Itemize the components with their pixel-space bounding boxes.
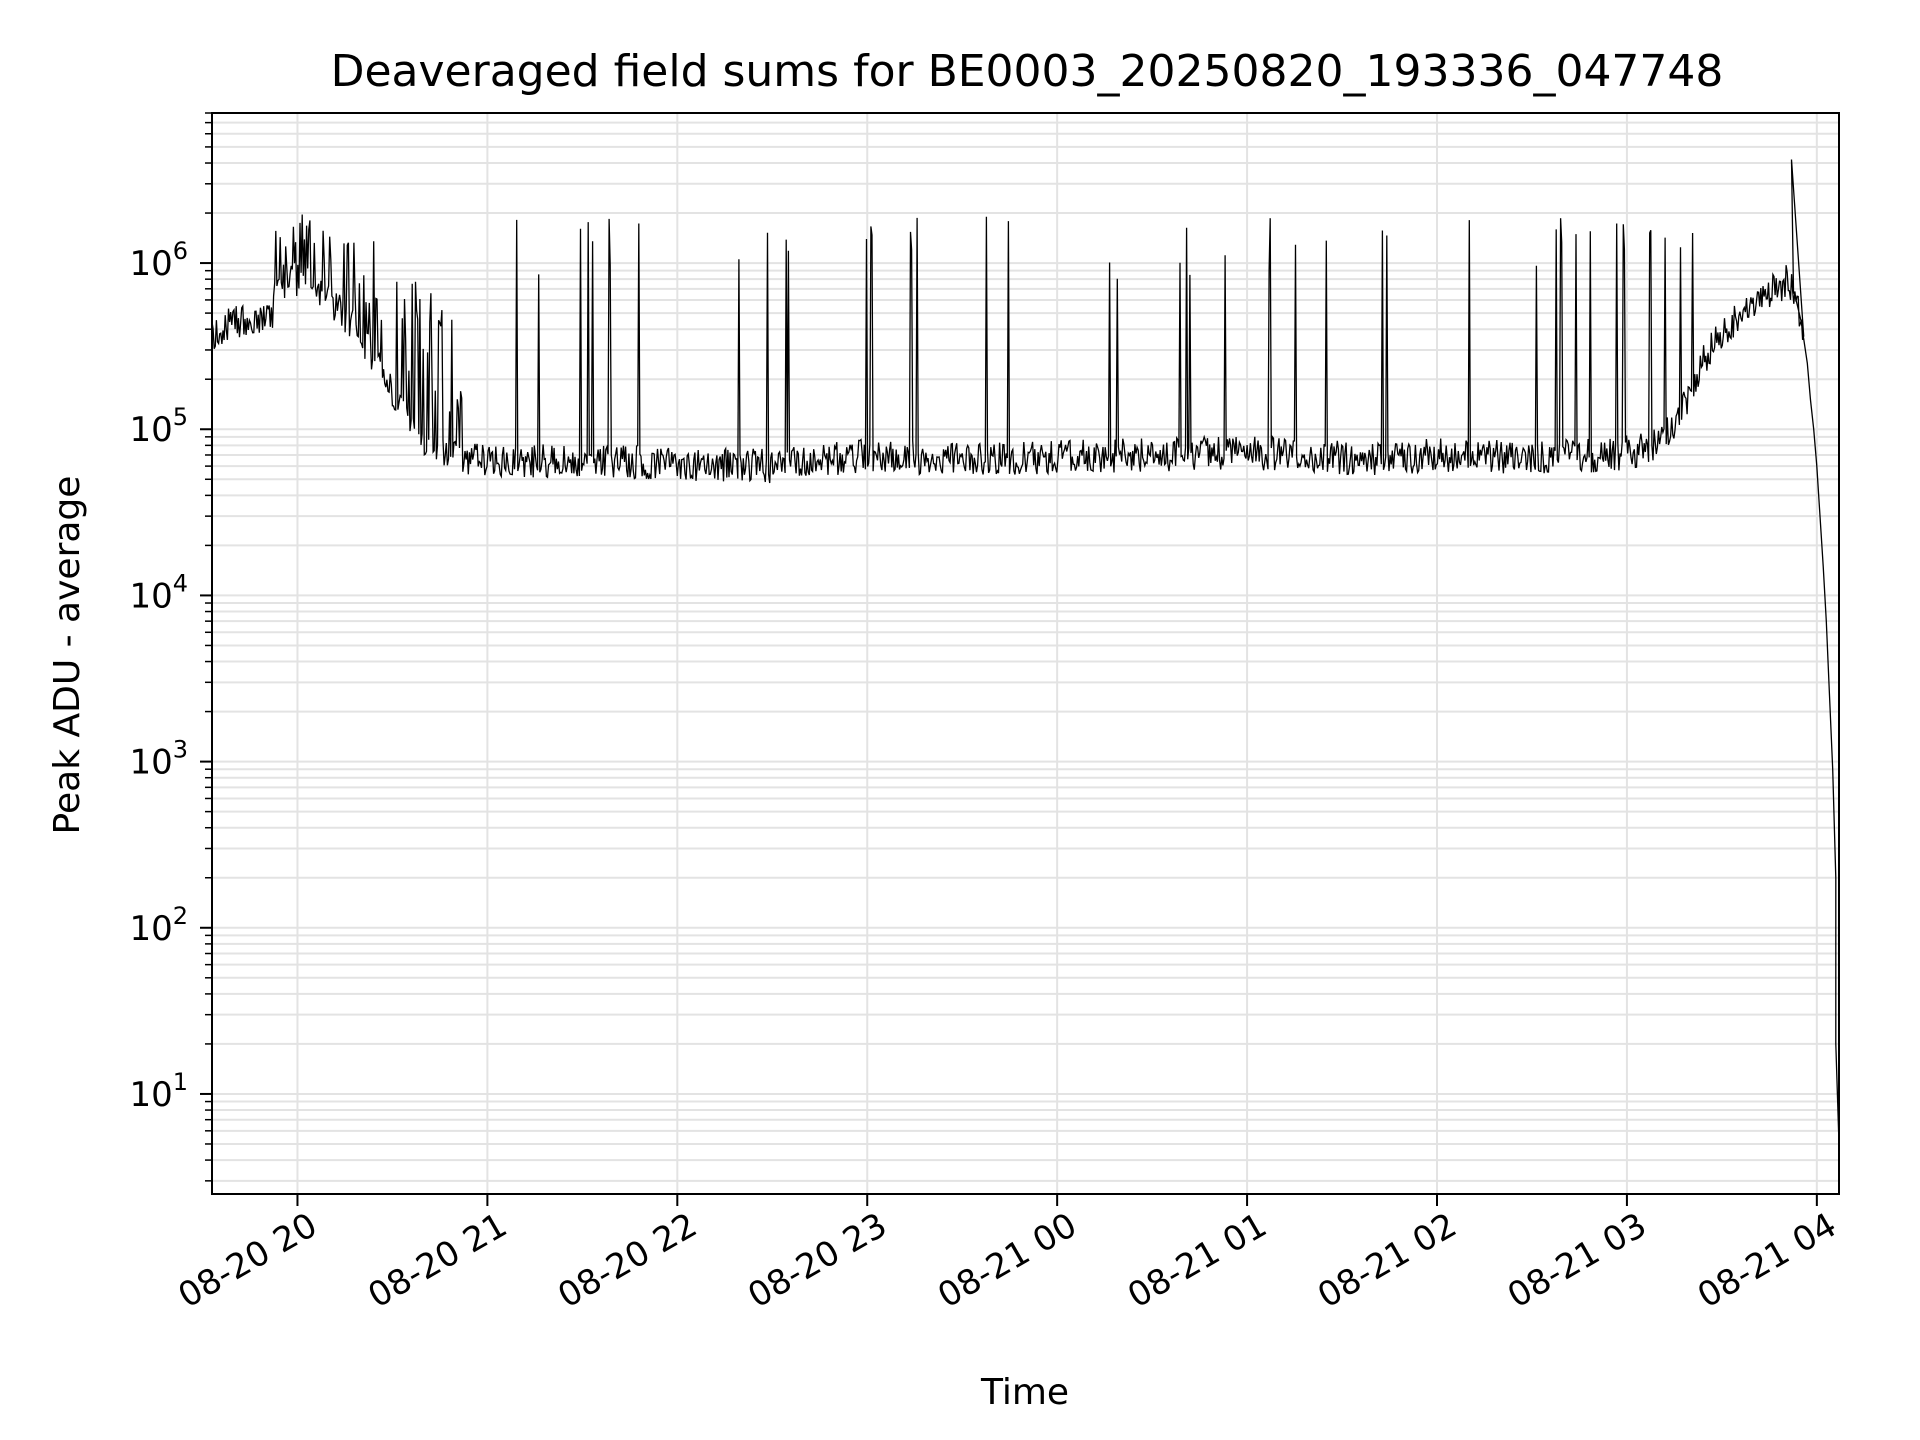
- chart-title: Deaveraged field sums for BE0003_2025082…: [331, 46, 1724, 97]
- y-tick-label: 106: [129, 237, 188, 284]
- plot-frame: [211, 112, 1840, 1195]
- y-tick-exponent: 4: [173, 569, 188, 597]
- y-tick-base: 10: [129, 244, 172, 284]
- y-tick-label: 102: [129, 902, 188, 949]
- y-axis-label: Peak ADU - average: [47, 476, 88, 835]
- y-tick-base: 10: [129, 410, 172, 450]
- y-tick-base: 10: [129, 576, 172, 616]
- y-tick-exponent: 6: [173, 237, 188, 265]
- plot-area: [212, 159, 1839, 1145]
- y-tick-label: 104: [129, 569, 188, 616]
- series-group: [212, 159, 1839, 1145]
- y-tick-exponent: 3: [173, 736, 188, 764]
- x-axis-label: Time: [980, 1372, 1069, 1413]
- y-tick-base: 10: [129, 743, 172, 783]
- y-tick-exponent: 2: [173, 902, 188, 930]
- y-tick-label: 103: [129, 736, 188, 783]
- y-tick-base: 10: [129, 1075, 172, 1115]
- y-tick-label: 101: [129, 1068, 188, 1115]
- series-line: [212, 159, 1839, 1145]
- y-tick-label: 105: [129, 403, 188, 450]
- y-tick-base: 10: [129, 909, 172, 949]
- y-tick-exponent: 5: [173, 403, 188, 431]
- grid: [212, 112, 1839, 1194]
- y-tick-exponent: 1: [173, 1068, 188, 1096]
